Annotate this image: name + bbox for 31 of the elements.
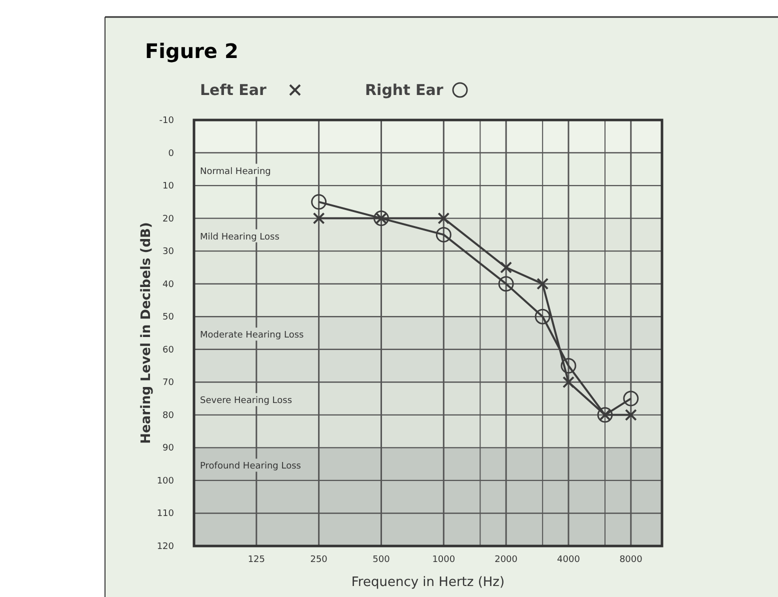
band-label: Moderate Hearing Loss <box>200 330 304 341</box>
x-tick-label: 8000 <box>619 555 643 565</box>
band-label: Normal Hearing <box>200 166 271 177</box>
y-tick-label: 110 <box>156 509 174 520</box>
y-tick-label: -10 <box>159 116 174 126</box>
x-tick-label: 4000 <box>557 555 580 565</box>
y-tick-label: 0 <box>168 148 174 159</box>
band-label: Mild Hearing Loss <box>200 232 280 242</box>
legend-label: Left Ear <box>200 81 268 99</box>
y-tick-label: 100 <box>156 476 174 486</box>
legend-label: Right Ear <box>365 81 444 99</box>
y-tick-label: 80 <box>162 410 174 421</box>
chart-title: Figure 2 <box>145 39 238 63</box>
y-tick-label: 50 <box>162 312 174 323</box>
band-label: Severe Hearing Loss <box>200 396 292 406</box>
x-axis-title: Frequency in Hertz (Hz) <box>351 575 505 590</box>
x-tick-label: 250 <box>310 555 328 565</box>
y-tick-label: 30 <box>162 247 174 258</box>
y-tick-label: 70 <box>162 378 174 388</box>
y-tick-label: 40 <box>162 280 174 290</box>
y-axis-title: Hearing Level in Decibels (dB) <box>139 222 154 444</box>
y-tick-label: 120 <box>156 542 174 552</box>
y-tick-label: 20 <box>162 214 174 224</box>
x-tick-label: 500 <box>372 555 390 565</box>
band-label: Profound Hearing Loss <box>200 462 302 472</box>
y-tick-label: 60 <box>162 345 174 356</box>
x-tick-label: 125 <box>248 555 266 565</box>
y-tick-label: 90 <box>162 444 174 454</box>
x-tick-label: 2000 <box>494 555 518 565</box>
x-tick-label: 1000 <box>432 555 456 565</box>
y-tick-label: 10 <box>162 182 174 192</box>
